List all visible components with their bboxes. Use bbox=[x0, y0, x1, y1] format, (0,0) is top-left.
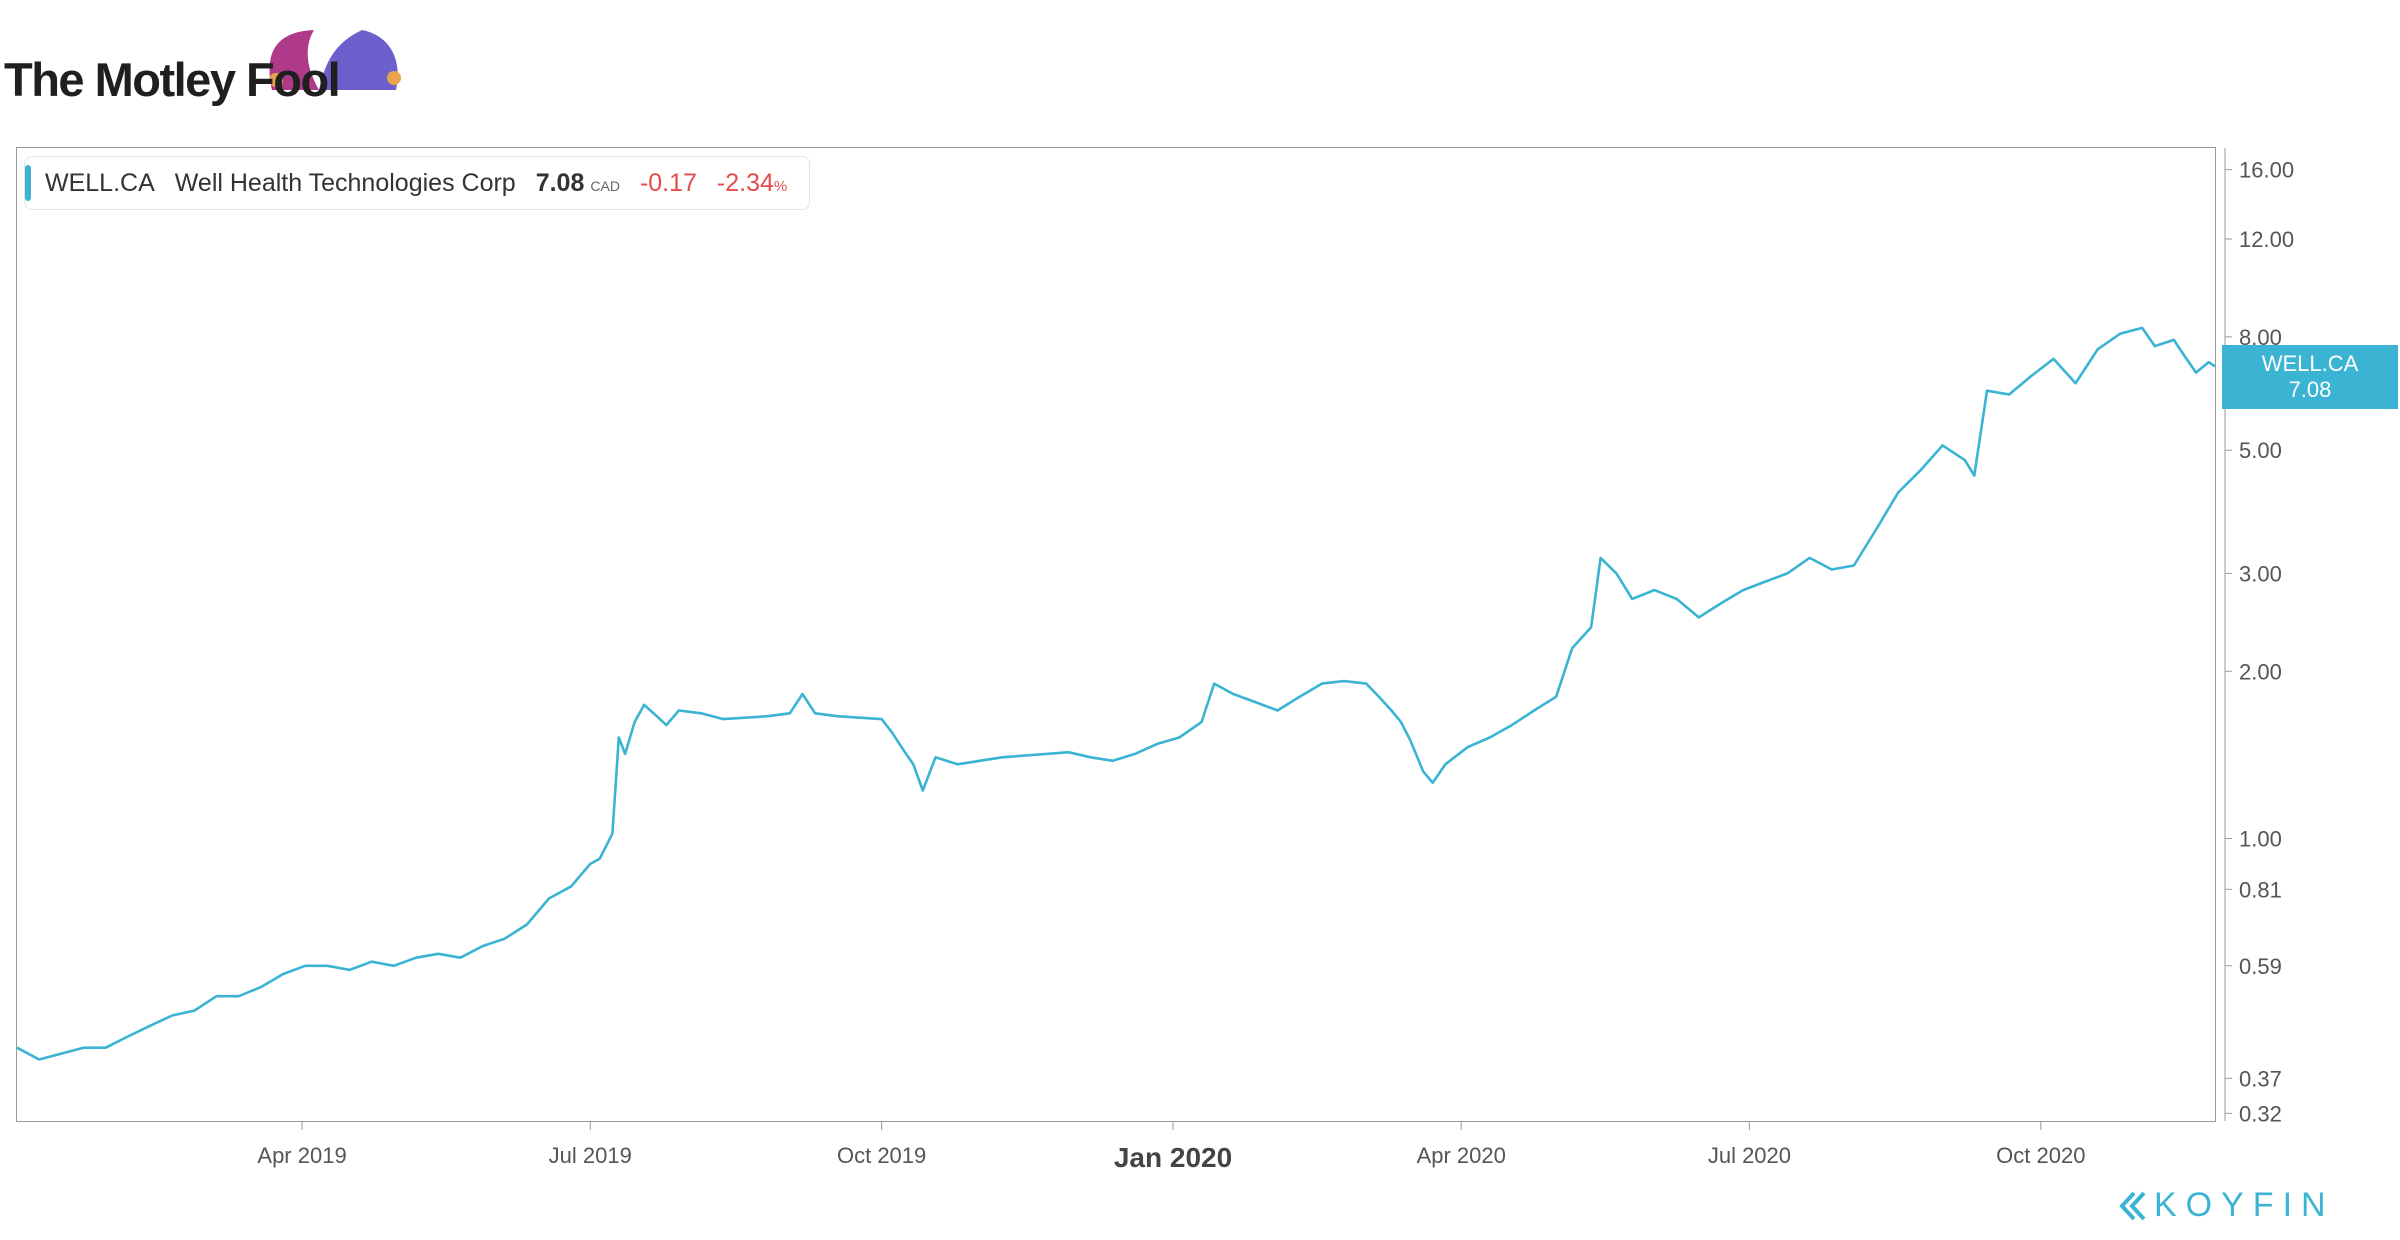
motley-fool-jester-hat-icon bbox=[269, 30, 401, 90]
koyfin-wordmark: KOYFIN bbox=[2154, 1186, 2335, 1224]
jester-bell-left bbox=[269, 73, 283, 87]
x-tick-label: Jan 2020 bbox=[1114, 1142, 1232, 1173]
last-price-tag: WELL.CA 7.08 bbox=[2222, 345, 2398, 409]
price-tag-ticker: WELL.CA bbox=[2261, 351, 2359, 376]
legend-price: 7.08 bbox=[535, 168, 585, 197]
y-tick-label: 0.59 bbox=[2239, 954, 2282, 979]
legend-ticker: WELL.CA bbox=[45, 168, 155, 197]
x-tick-label: Apr 2019 bbox=[257, 1143, 346, 1168]
y-tick-label: 1.00 bbox=[2239, 826, 2282, 851]
legend-company-name: Well Health Technologies Corp bbox=[174, 168, 516, 197]
legend-change: -0.17 bbox=[639, 168, 697, 197]
x-axis: Apr 2019 Jul 2019 Oct 2019 Jan 2020 Apr 2020… bbox=[257, 1121, 2085, 1173]
x-tick-label: Oct 2019 bbox=[837, 1143, 926, 1168]
x-tick-label: Jul 2019 bbox=[549, 1143, 632, 1168]
x-tick-label: Apr 2020 bbox=[1417, 1143, 1506, 1168]
price-series-line bbox=[16, 326, 2216, 1061]
jester-hat-right-panel bbox=[319, 30, 398, 90]
motley-fool-logo-text: The Motley Fool bbox=[4, 53, 341, 106]
legend-color-swatch bbox=[25, 165, 31, 201]
koyfin-logo-icon bbox=[2119, 1191, 2146, 1220]
y-tick-label: 2.00 bbox=[2239, 659, 2282, 684]
y-tick-label: 0.32 bbox=[2239, 1101, 2282, 1126]
price-tag-value: 7.08 bbox=[2288, 377, 2332, 402]
y-tick-label: 5.00 bbox=[2239, 438, 2282, 463]
legend-percent-sign: % bbox=[773, 177, 788, 195]
y-tick-label: 0.81 bbox=[2239, 877, 2282, 902]
legend-currency: CAD bbox=[590, 178, 620, 194]
plot-frame bbox=[16, 147, 2216, 1122]
x-tick-label: Oct 2020 bbox=[1996, 1143, 2085, 1168]
jester-bell-right bbox=[387, 71, 401, 85]
y-tick-label: 12.00 bbox=[2239, 227, 2294, 252]
ticker-legend[interactable]: WELL.CA Well Health Technologies Corp 7.… bbox=[24, 156, 811, 210]
x-tick-label: Jul 2020 bbox=[1708, 1143, 1791, 1168]
jester-hat-left-panel bbox=[269, 30, 319, 90]
legend-change-percent: -2.34 bbox=[716, 168, 774, 197]
y-tick-label: 16.00 bbox=[2239, 158, 2294, 183]
y-tick-label: 0.37 bbox=[2239, 1066, 2282, 1091]
y-axis: 16.0012.008.005.003.002.001.000.810.590.… bbox=[2224, 148, 2294, 1126]
koyfin-watermark: KOYFIN bbox=[2118, 1186, 2335, 1225]
y-tick-label: 3.00 bbox=[2239, 561, 2282, 586]
